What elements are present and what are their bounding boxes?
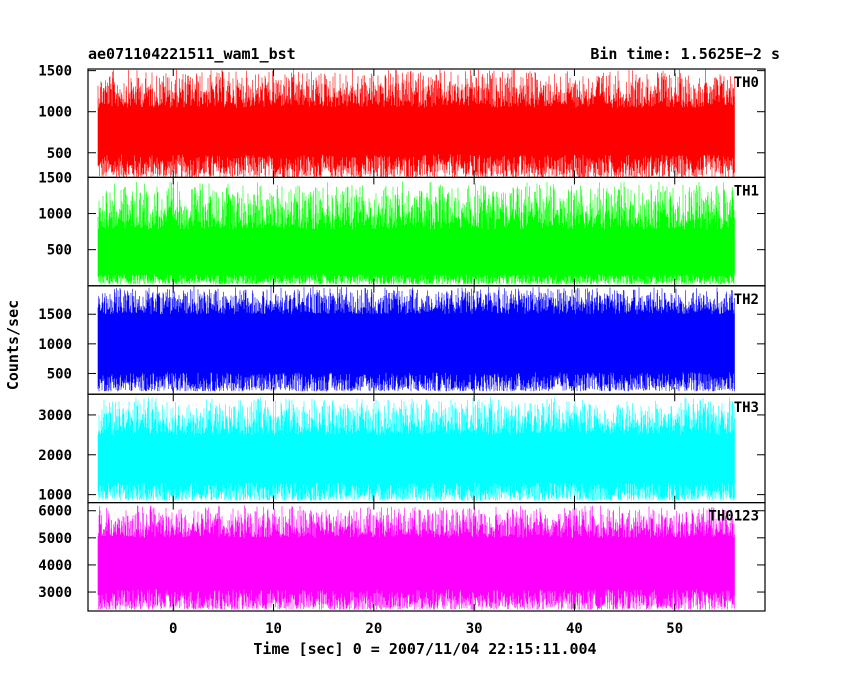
y-tick-label: 3000	[38, 585, 72, 601]
chart-title: ae071104221511_wam1_bst	[88, 45, 296, 63]
x-axis: 0 10 20 30 40 50	[169, 621, 683, 637]
panels-group: 500 1000 1500 TH0 500 1000 1500 TH1 500 1000 1500 T…	[38, 64, 766, 612]
panel-th1: 500 1000 1500 TH1	[38, 170, 766, 287]
y-tick-label: 1500	[38, 64, 72, 80]
y-tick-label: 1000	[38, 337, 72, 353]
series-trace-th0123	[97, 505, 735, 610]
y-tick-label: 2000	[38, 448, 72, 464]
y-tick-label: 500	[47, 146, 72, 162]
y-tick-label: 500	[47, 243, 72, 259]
channel-label-th2: TH2	[734, 292, 759, 308]
y-axis-label: Counts/sec	[4, 300, 22, 390]
y-tick-label: 1000	[38, 105, 72, 121]
channel-label-th0: TH0	[734, 75, 759, 91]
channel-label-th3: TH3	[734, 400, 759, 416]
series-trace-th0	[97, 69, 735, 178]
y-tick-label: 5000	[38, 531, 72, 547]
x-tick-label: 30	[466, 621, 483, 637]
series-trace-th2	[97, 286, 735, 392]
y-tick-label: 4000	[38, 558, 72, 574]
y-tick-label: 6000	[38, 504, 72, 520]
panel-th2: 500 1000 1500 TH2	[38, 285, 766, 395]
y-tick-label: 1500	[38, 170, 72, 186]
bin-time-label: Bin time: 1.5625E−2 s	[590, 45, 780, 63]
y-tick-label: 1500	[38, 307, 72, 323]
panel-frame	[87, 502, 766, 612]
panel-th0: 500 1000 1500 TH0	[38, 64, 766, 179]
y-tick-label: 500	[47, 366, 72, 382]
series-trace-th1	[97, 181, 735, 285]
x-tick-label: 0	[169, 621, 177, 637]
panel-th0123: 3000 4000 5000 6000 TH0123	[38, 502, 766, 612]
y-tick-label: 1000	[38, 488, 72, 504]
x-axis-label: Time [sec] 0 = 2007/11/04 22:15:11.004	[253, 640, 596, 658]
y-tick-label: 3000	[38, 408, 72, 424]
x-tick-label: 40	[566, 621, 583, 637]
x-tick-label: 20	[365, 621, 382, 637]
channel-label-th1: TH1	[734, 183, 759, 199]
x-tick-label: 10	[265, 621, 282, 637]
channel-label-th0123: TH0123	[708, 509, 759, 525]
y-tick-label: 1000	[38, 207, 72, 223]
panel-th3: 1000 2000 3000 TH3	[38, 393, 766, 504]
series-trace-th3	[97, 397, 735, 501]
x-tick-label: 50	[666, 621, 683, 637]
